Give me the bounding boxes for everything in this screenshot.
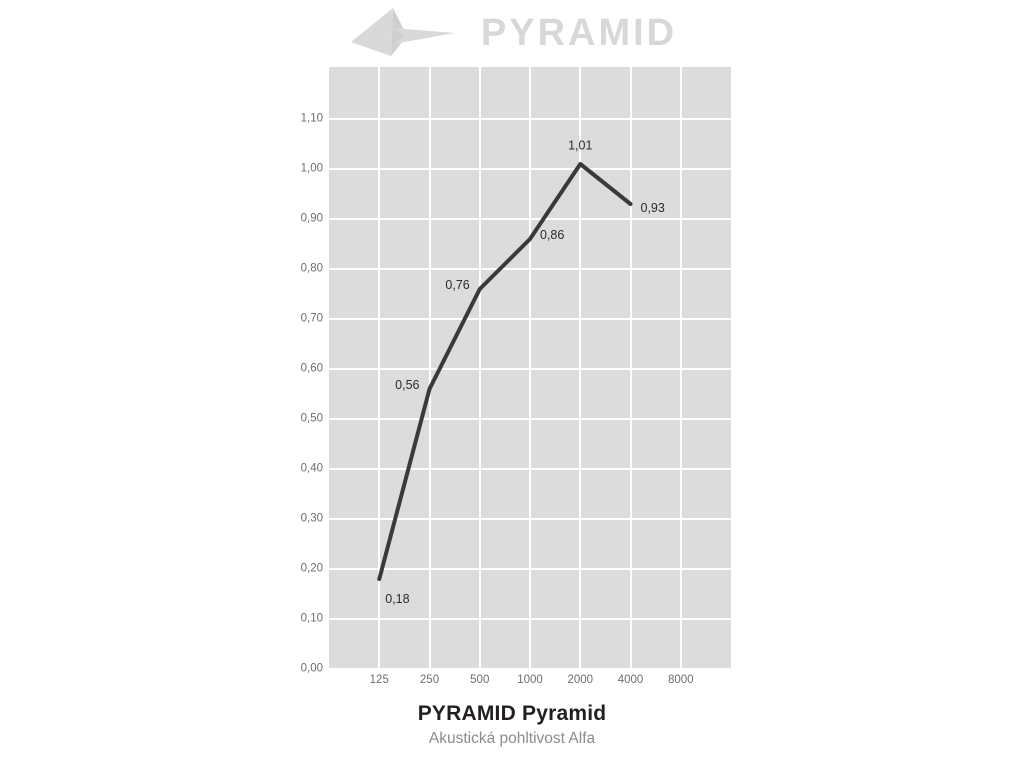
x-axis-tick-label: 2000: [567, 674, 594, 686]
x-axis-tick-label: 250: [419, 674, 440, 686]
gridline-vertical: [378, 67, 381, 669]
x-axis-tick-labels: 125 250 500 1000 2000 4000 8000: [0, 674, 1024, 695]
y-axis-tick-label: 0,60: [300, 362, 323, 375]
y-axis-tick-label: 0,90: [300, 212, 323, 225]
gridline-vertical: [428, 67, 431, 669]
gridline-vertical: [629, 67, 632, 669]
plot-area: [329, 67, 731, 670]
data-point-label: 1,01: [568, 138, 593, 153]
gridline-vertical: [529, 67, 531, 669]
x-axis-tick-label: 500: [470, 674, 490, 686]
chart-caption: PYRAMID Pyramid Akustická pohltivost Alf…: [0, 702, 1024, 749]
data-point-label: 0,93: [640, 200, 665, 215]
data-point-label: 0,76: [445, 277, 470, 292]
y-axis-tick-label: 1,10: [300, 112, 323, 125]
y-axis-tick-label: 0,50: [300, 412, 323, 425]
y-axis-tick-labels: 0,00 0,10 0,20 0,30 0,40 0,50 0,60 0,70 0,80 0,90…: [275, 67, 323, 674]
y-axis-tick-label: 0,20: [300, 562, 323, 575]
data-point-label: 0,86: [540, 227, 565, 242]
y-axis-tick-label: 0,30: [300, 512, 323, 525]
chart-title: PYRAMID Pyramid: [417, 702, 607, 725]
gridline-vertical: [579, 67, 582, 669]
data-point-label: 0,18: [385, 591, 410, 606]
y-axis-tick-label: 0,40: [300, 462, 323, 475]
y-axis-tick-label: 0,80: [300, 262, 323, 275]
x-axis-tick-label: 125: [369, 674, 389, 686]
gridline-horizontal: [329, 668, 731, 670]
x-axis-tick-label: 1000: [517, 674, 543, 686]
y-axis-tick-label: 0,10: [300, 612, 323, 625]
series-polyline: [377, 162, 633, 581]
x-axis-tick-label: 8000: [667, 674, 694, 686]
y-axis-tick-label: 0,00: [300, 662, 323, 675]
data-point-label: 0,56: [395, 377, 420, 392]
x-axis-tick-label: 4000: [617, 674, 644, 686]
gridline-vertical: [679, 67, 682, 669]
gridline-vertical: [478, 67, 481, 669]
y-axis-tick-label: 1,00: [300, 162, 323, 175]
y-axis-tick-label: 0,70: [300, 312, 323, 325]
chart-subtitle: Akustická pohltivost Alfa: [428, 730, 596, 748]
